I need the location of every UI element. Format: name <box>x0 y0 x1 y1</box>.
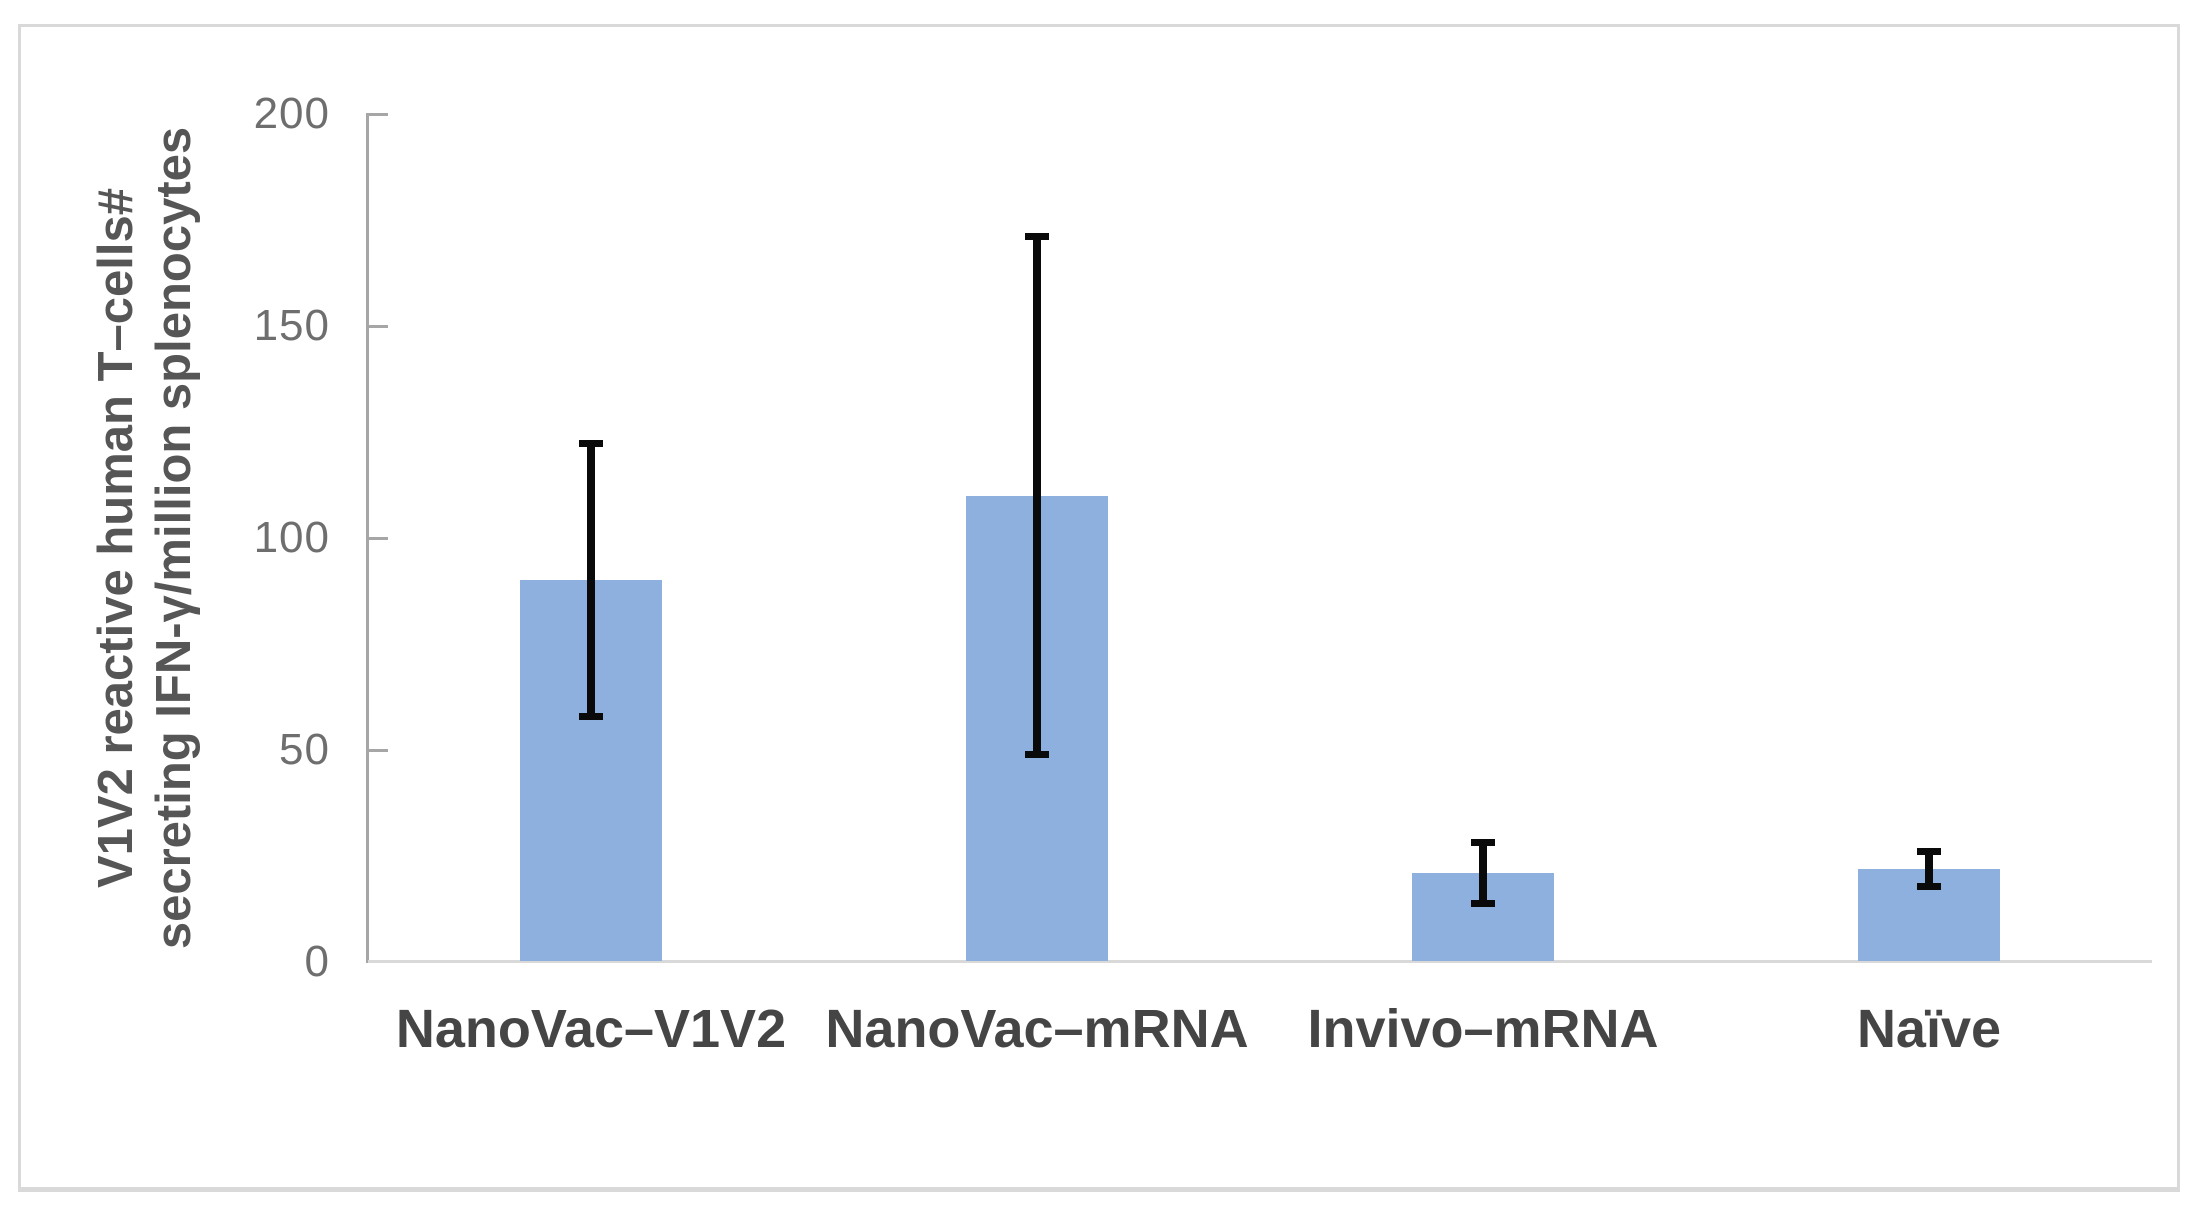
error-bar-line <box>1033 232 1041 759</box>
x-category-label-1: NanoVac–V1V2 <box>395 999 787 1059</box>
y-axis-line <box>366 113 369 963</box>
y-tick-label: 200 <box>253 89 330 138</box>
y-tick-label: 0 <box>304 937 330 986</box>
x-category-label-4: Naïve <box>1856 999 2002 1059</box>
y-tick-label: 150 <box>253 301 330 350</box>
error-bar-cap-top <box>1917 847 1941 855</box>
y-tick-mark <box>369 536 388 540</box>
error-bar-cap-bottom <box>1025 751 1049 759</box>
error-bar-cap-top <box>1025 232 1049 240</box>
error-bar-line <box>587 440 595 721</box>
error-bar-line <box>1479 839 1487 907</box>
y-tick-mark <box>369 112 388 116</box>
error-bar-cap-bottom <box>579 713 603 721</box>
x-category-label-2: NanoVac–mRNA <box>825 999 1249 1059</box>
y-tick-label: 50 <box>279 725 330 774</box>
x-category-label-3: Invivo–mRNA <box>1307 999 1659 1059</box>
y-tick-mark <box>369 748 388 752</box>
error-bar-cap-top <box>579 440 603 448</box>
y-tick-mark <box>369 324 388 328</box>
x-axis-baseline <box>368 960 2152 963</box>
error-bar-cap-bottom <box>1917 882 1941 890</box>
error-bar-cap-top <box>1471 839 1495 847</box>
error-bar-cap-bottom <box>1471 899 1495 907</box>
y-tick-label: 100 <box>253 513 330 562</box>
error-bar-line <box>1925 847 1933 890</box>
